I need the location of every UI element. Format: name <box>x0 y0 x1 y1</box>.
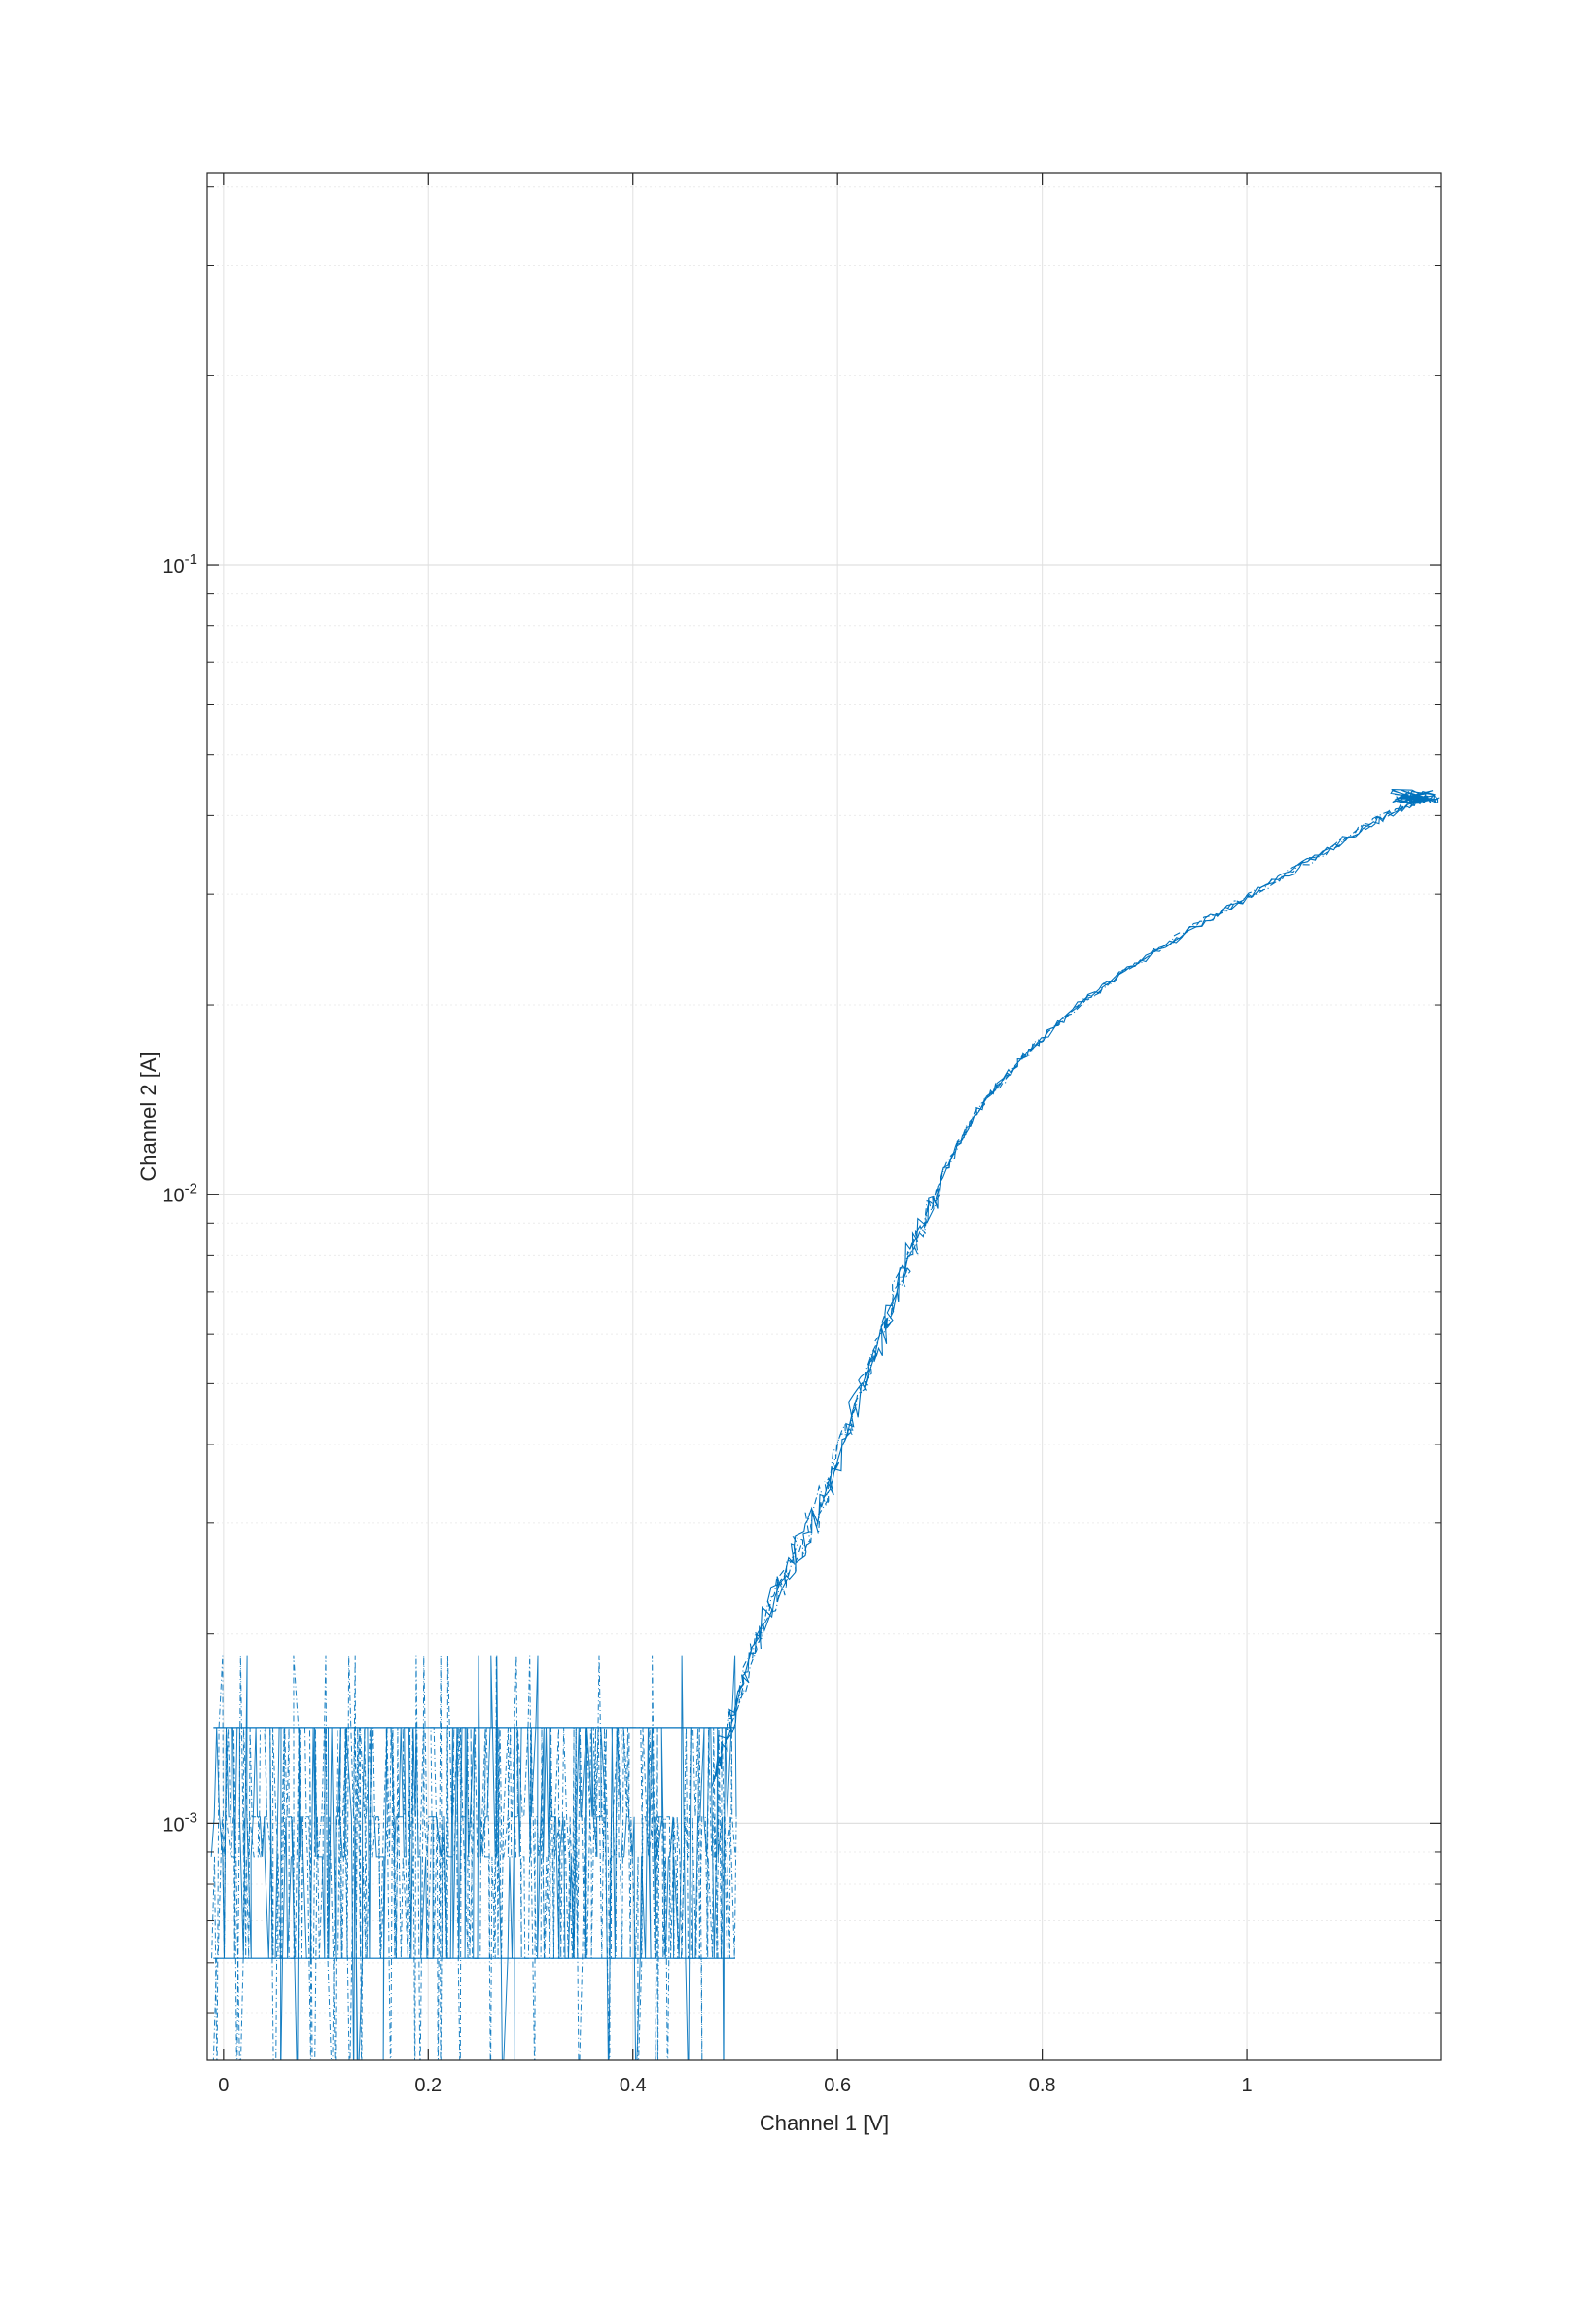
y-tick-label: 10-1 <box>162 552 197 578</box>
axis-ticks: 0 0.2 0.4 0.6 0.8 1 10-3 10-2 10-1 <box>162 173 1441 2096</box>
x-tick-label: 0.4 <box>620 2075 647 2096</box>
plot-area <box>210 789 1440 2060</box>
y-tick-label: 10-2 <box>162 1181 197 1207</box>
y-axis-label: Channel 2 [A] <box>136 1052 160 1181</box>
iv-curve-trace <box>711 794 1440 1787</box>
grid-lines <box>207 173 1441 2060</box>
axes-box <box>206 172 1442 2061</box>
x-tick-label: 1 <box>1242 2075 1253 2096</box>
curve-end-cluster <box>1390 789 1436 804</box>
x-tick-label: 0.6 <box>824 2075 851 2096</box>
iv-curve-trace <box>714 794 1439 1780</box>
x-axis-label: Channel 1 [V] <box>760 2111 889 2135</box>
x-tick-label: 0.2 <box>414 2075 442 2096</box>
iv-curve-trace <box>714 798 1437 1776</box>
x-tick-label: 0.8 <box>1029 2075 1056 2096</box>
x-tick-label: 0 <box>218 2075 229 2096</box>
iv-curve-trace <box>716 795 1440 1777</box>
y-tick-label: 10-3 <box>162 1809 197 1836</box>
